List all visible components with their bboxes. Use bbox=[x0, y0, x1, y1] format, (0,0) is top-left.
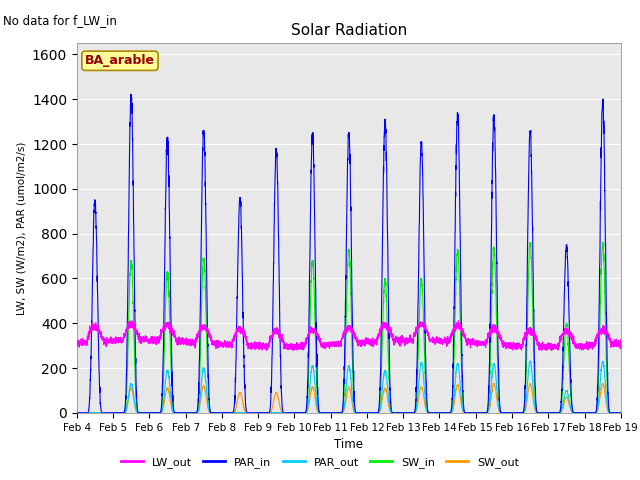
Line: PAR_in: PAR_in bbox=[77, 95, 621, 413]
PAR_in bbox=[171, 410, 179, 416]
SW_out bbox=[617, 410, 625, 416]
PAR_out bbox=[616, 410, 624, 416]
SW_in bbox=[471, 410, 479, 416]
PAR_in bbox=[329, 410, 337, 416]
LW_out bbox=[471, 338, 479, 344]
Y-axis label: LW, SW (W/m2), PAR (umol/m2/s): LW, SW (W/m2), PAR (umol/m2/s) bbox=[16, 141, 26, 315]
SW_in bbox=[616, 410, 624, 416]
PAR_out bbox=[617, 410, 625, 416]
LW_out bbox=[259, 347, 266, 353]
SW_out bbox=[502, 410, 509, 416]
PAR_in bbox=[441, 410, 449, 416]
PAR_in bbox=[502, 410, 509, 416]
LW_out bbox=[617, 336, 625, 342]
PAR_out bbox=[328, 410, 336, 416]
SW_in bbox=[617, 410, 625, 416]
PAR_out bbox=[471, 410, 479, 416]
PAR_in bbox=[127, 92, 134, 97]
PAR_out bbox=[171, 410, 179, 416]
X-axis label: Time: Time bbox=[334, 438, 364, 451]
PAR_in bbox=[617, 410, 625, 416]
SW_in bbox=[73, 410, 81, 416]
LW_out bbox=[502, 340, 509, 346]
PAR_out bbox=[440, 410, 448, 416]
Line: LW_out: LW_out bbox=[77, 321, 621, 350]
Text: No data for f_LW_in: No data for f_LW_in bbox=[3, 14, 117, 27]
SW_in bbox=[171, 410, 179, 416]
PAR_out bbox=[502, 410, 509, 416]
PAR_in bbox=[616, 410, 624, 416]
LW_out bbox=[616, 346, 624, 352]
SW_out bbox=[616, 410, 624, 416]
SW_in bbox=[502, 410, 509, 416]
LW_out bbox=[171, 333, 179, 338]
SW_in bbox=[527, 240, 534, 245]
Line: SW_in: SW_in bbox=[77, 242, 621, 413]
Line: SW_out: SW_out bbox=[77, 384, 621, 413]
SW_out bbox=[171, 410, 179, 416]
PAR_in bbox=[471, 410, 479, 416]
SW_out bbox=[440, 410, 448, 416]
LW_out bbox=[441, 336, 449, 342]
Title: Solar Radiation: Solar Radiation bbox=[291, 23, 407, 38]
LW_out bbox=[454, 318, 462, 324]
PAR_out bbox=[527, 359, 534, 364]
Text: BA_arable: BA_arable bbox=[85, 54, 155, 67]
PAR_in bbox=[73, 410, 81, 416]
SW_in bbox=[328, 410, 336, 416]
Line: PAR_out: PAR_out bbox=[77, 361, 621, 413]
Legend: LW_out, PAR_in, PAR_out, SW_in, SW_out: LW_out, PAR_in, PAR_out, SW_in, SW_out bbox=[116, 452, 524, 472]
PAR_out bbox=[73, 410, 81, 416]
SW_out bbox=[328, 410, 336, 416]
SW_out bbox=[471, 410, 479, 416]
LW_out bbox=[329, 341, 337, 347]
LW_out bbox=[73, 342, 81, 348]
SW_out bbox=[73, 410, 81, 416]
SW_in bbox=[440, 410, 448, 416]
SW_out bbox=[490, 381, 497, 386]
